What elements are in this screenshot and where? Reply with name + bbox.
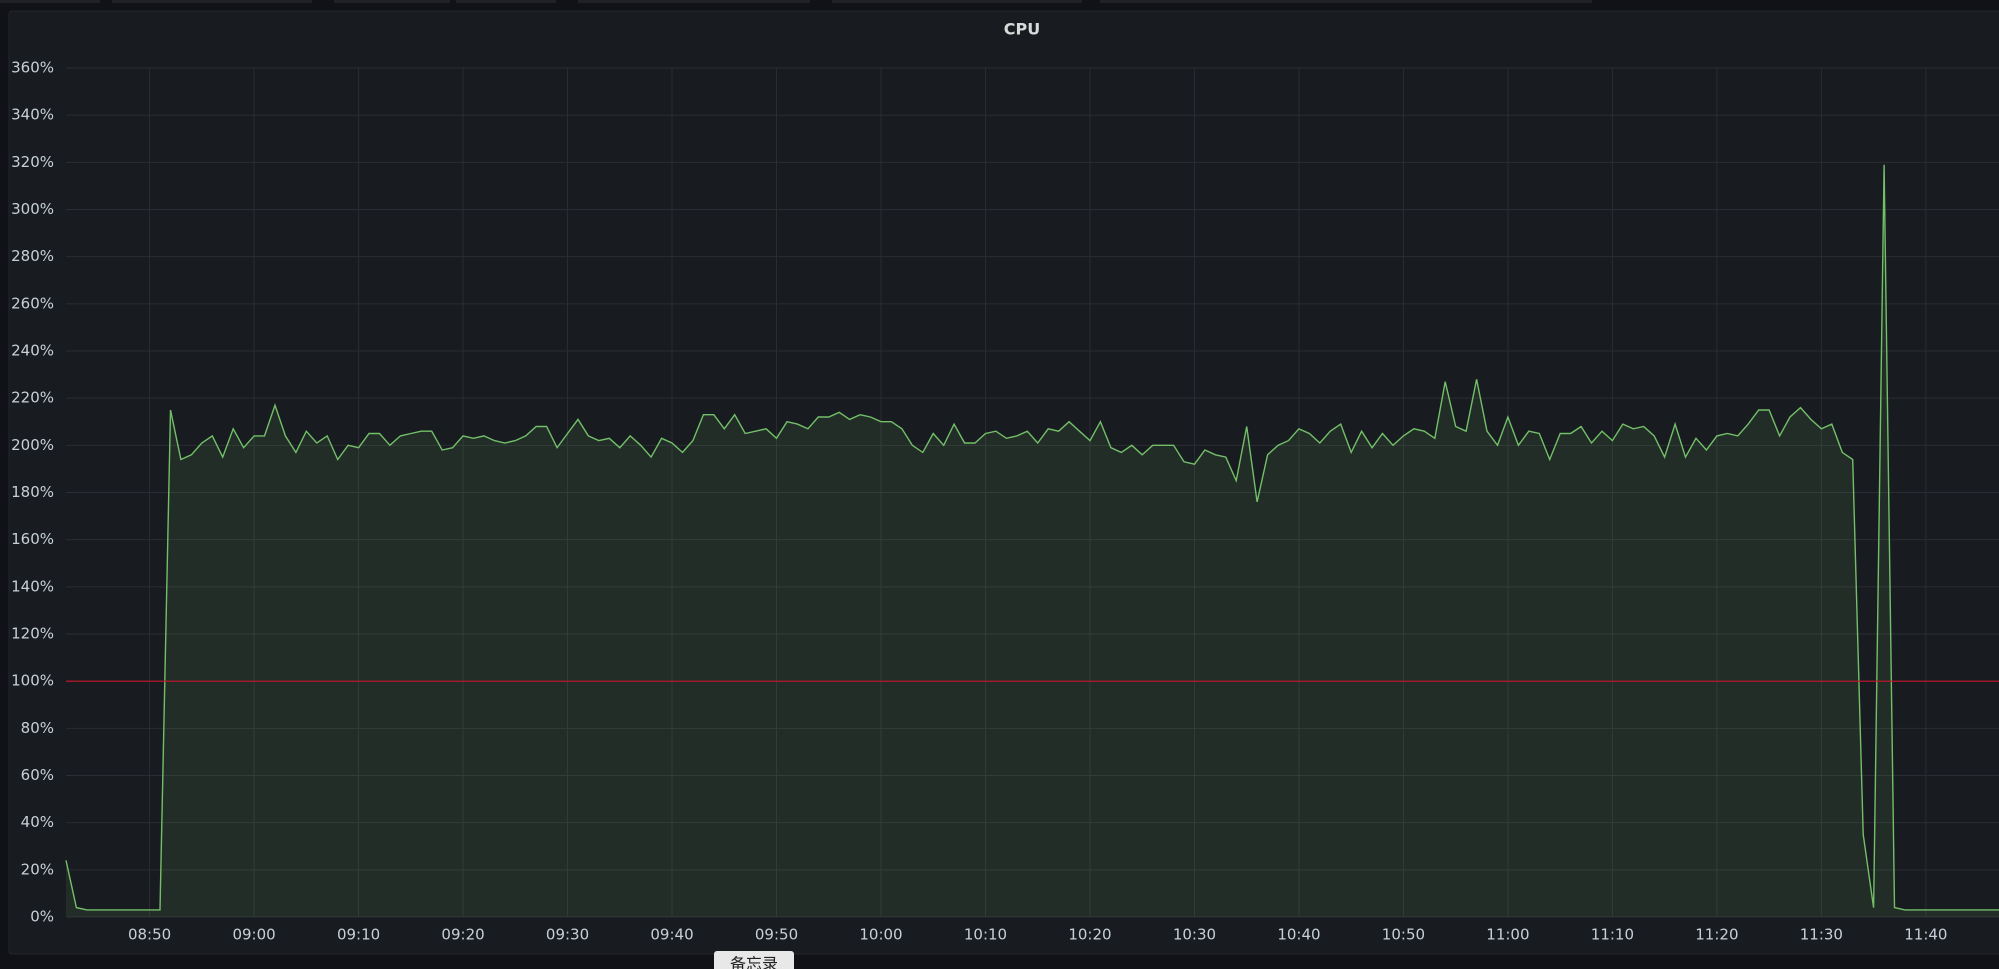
y-tick-label: 200% — [11, 436, 54, 454]
y-tick-label: 160% — [11, 530, 54, 548]
x-tick-label: 09:10 — [337, 926, 380, 944]
y-tick-label: 240% — [11, 342, 54, 360]
y-tick-label: 340% — [11, 106, 54, 124]
x-tick-label: 09:00 — [232, 926, 275, 944]
footer-tab-label[interactable]: 备忘录 — [730, 955, 778, 969]
y-tick-label: 300% — [11, 200, 54, 218]
y-tick-label: 140% — [11, 577, 54, 595]
footer-tab[interactable] — [714, 951, 794, 969]
x-tick-label: 10:30 — [1173, 926, 1216, 944]
y-tick-label: 100% — [11, 672, 54, 690]
y-tick-label: 120% — [11, 625, 54, 643]
area — [66, 164, 1999, 917]
x-tick-label: 11:20 — [1695, 926, 1738, 944]
y-tick-label: 280% — [11, 247, 54, 265]
x-tick-label: 11:10 — [1591, 926, 1634, 944]
x-tick-label: 10:50 — [1382, 926, 1425, 944]
y-tick-label: 0% — [30, 908, 54, 926]
x-tick-label: 08:50 — [128, 926, 171, 944]
x-tick-label: 11:00 — [1486, 926, 1529, 944]
tab-strip — [578, 0, 810, 3]
y-tick-label: 20% — [21, 860, 54, 878]
y-tick-label: 360% — [11, 59, 54, 77]
top-tabs — [0, 0, 1592, 3]
tab-strip — [112, 0, 312, 3]
y-tick-label: 320% — [11, 153, 54, 171]
tab-strip — [0, 0, 100, 3]
y-tick-label: 80% — [21, 719, 54, 737]
tab-strip — [832, 0, 1082, 3]
panel-title: CPU — [1004, 20, 1040, 39]
y-tick-label: 220% — [11, 389, 54, 407]
x-tick-label: 09:30 — [546, 926, 589, 944]
x-tick-label: 10:40 — [1277, 926, 1320, 944]
x-tick-label: 11:40 — [1904, 926, 1947, 944]
tab-strip — [334, 0, 450, 3]
x-tick-label: 10:20 — [1068, 926, 1111, 944]
tab-strip — [1100, 0, 1592, 3]
y-tick-label: 60% — [21, 766, 54, 784]
x-tick-label: 10:10 — [964, 926, 1007, 944]
x-tick-label: 10:00 — [859, 926, 902, 944]
panel — [8, 10, 1999, 955]
y-tick-label: 40% — [21, 813, 54, 831]
y-tick-label: 260% — [11, 294, 54, 312]
line — [65, 164, 1999, 911]
x-tick-label: 09:20 — [441, 926, 484, 944]
x-tick-label: 09:40 — [650, 926, 693, 944]
plot: 0% 20% 40% 60% 80% 100% 120% 140% 160% 180% 200% 22… — [11, 59, 1999, 944]
x-tick-label: 11:30 — [1800, 926, 1843, 944]
tab-strip — [456, 0, 556, 3]
x-tick-label: 09:50 — [755, 926, 798, 944]
y-tick-label: 180% — [11, 483, 54, 501]
